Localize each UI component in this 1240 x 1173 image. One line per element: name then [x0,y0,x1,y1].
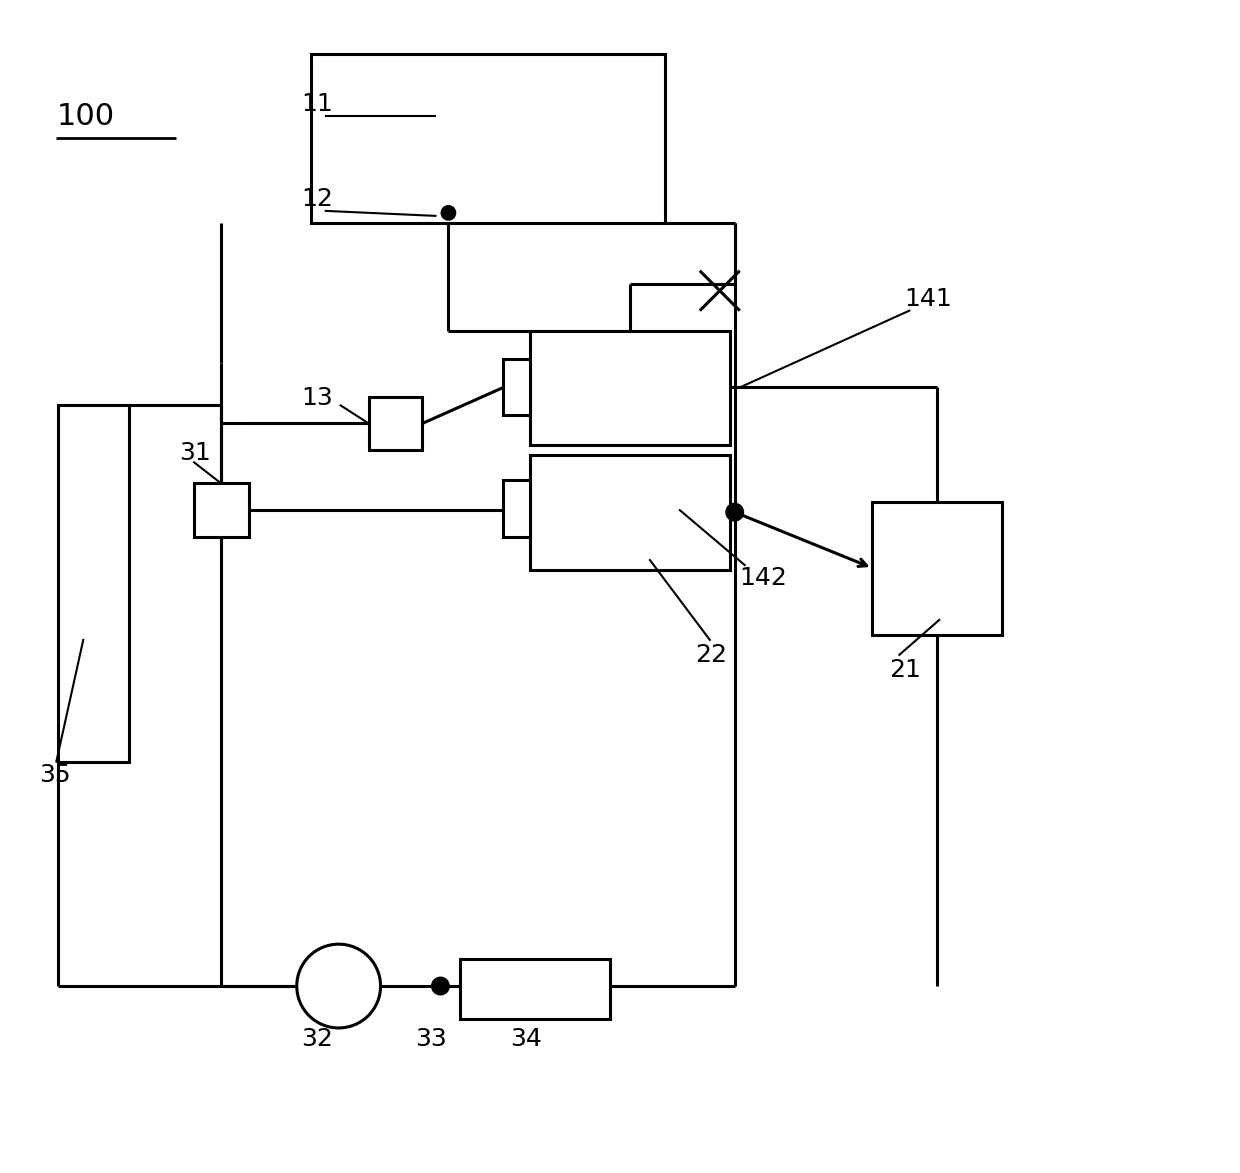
Bar [873,502,1002,635]
Bar [368,398,423,450]
Text: 142: 142 [740,567,787,590]
Text: 21: 21 [889,658,921,682]
Bar [503,480,531,537]
Bar [193,483,249,537]
Bar [503,359,531,415]
Text: 34: 34 [511,1026,542,1051]
Text: 31: 31 [179,441,211,466]
Text: 13: 13 [301,386,332,411]
Text: 35: 35 [40,762,71,787]
Text: 141: 141 [904,286,952,311]
Circle shape [432,977,449,995]
Circle shape [725,503,744,521]
Text: 11: 11 [301,93,332,116]
Bar [531,455,729,570]
Bar [460,960,610,1019]
Text: 100: 100 [56,102,114,131]
Text: 12: 12 [301,187,332,211]
Bar [531,331,729,446]
Text: 22: 22 [694,643,727,666]
Bar [311,54,665,223]
Bar [58,406,129,761]
Text: 33: 33 [415,1026,448,1051]
Text: 32: 32 [301,1026,332,1051]
Circle shape [441,205,455,221]
